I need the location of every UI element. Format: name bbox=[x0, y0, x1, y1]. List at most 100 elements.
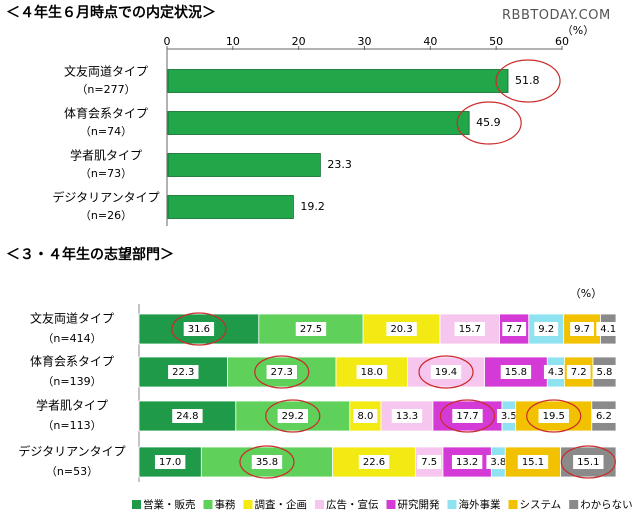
chart2-label-background bbox=[358, 455, 390, 469]
chart2-highlight-circle bbox=[560, 445, 616, 479]
chart1-highlight-circle bbox=[495, 59, 561, 103]
chart2-label-background bbox=[277, 409, 308, 423]
chart2-label-background bbox=[486, 455, 511, 469]
chart2-value-label: 4.3 bbox=[548, 367, 564, 378]
chart2-n-label: （n=414） bbox=[42, 332, 101, 345]
chart2-category-label: 体育会系タイプ bbox=[30, 354, 114, 369]
chart2-value-label: 15.8 bbox=[505, 367, 527, 378]
chart1-tick-label: 50 bbox=[489, 35, 503, 48]
chart2-label-background bbox=[452, 409, 483, 423]
chart2-value-label: 7.2 bbox=[571, 367, 587, 378]
chart2-label-background bbox=[430, 365, 462, 379]
chart2-value-label: 20.3 bbox=[390, 324, 412, 335]
chart1-category-label: デジタリアンタイプ bbox=[52, 190, 159, 205]
chart2-n-label: （n=139） bbox=[42, 375, 101, 388]
chart2-label-background bbox=[251, 455, 283, 469]
legend-item-label: 広告・宣伝 bbox=[326, 498, 379, 511]
chart2-highlight-circle bbox=[439, 399, 496, 433]
chart2-label-background bbox=[591, 409, 616, 423]
chart2-label-background bbox=[154, 455, 186, 469]
chart2-n-label: （n=113） bbox=[42, 419, 101, 432]
chart2-value-label: 7.5 bbox=[421, 457, 437, 468]
chart2-label-background bbox=[543, 365, 568, 379]
chart2-label-background bbox=[172, 409, 203, 423]
chart2-label-background bbox=[183, 322, 215, 336]
chart2-value-label: 15.1 bbox=[577, 457, 599, 468]
chart2-category-label: 学者肌タイプ bbox=[36, 398, 108, 413]
chart2-highlight-circle bbox=[418, 355, 474, 389]
chart2-label-background bbox=[356, 365, 387, 379]
legend-swatch bbox=[243, 500, 253, 509]
chart2-value-label: 13.2 bbox=[456, 457, 478, 468]
chart2-label-background bbox=[538, 409, 569, 423]
legend-swatch bbox=[569, 500, 579, 509]
chart2-value-label: 13.3 bbox=[396, 411, 418, 422]
chart2-label-background bbox=[266, 365, 297, 379]
chart2-category-label: デジタリアンタイプ bbox=[18, 444, 125, 459]
chart1-n-label: （n=26） bbox=[80, 209, 132, 222]
legend-item-label: 調査・企画 bbox=[255, 498, 308, 511]
chart2-label-background bbox=[502, 322, 527, 336]
chart1-category-label: 文友両道タイプ bbox=[64, 64, 148, 79]
chart2-value-label: 6.2 bbox=[596, 411, 612, 422]
chart1-tick-label: 30 bbox=[358, 35, 372, 48]
chart2-value-label: 27.5 bbox=[300, 324, 322, 335]
chart2-highlight-circle bbox=[239, 445, 295, 479]
chart1-tick-label: 20 bbox=[292, 35, 306, 48]
legend-item-label: 海外事業 bbox=[459, 498, 501, 511]
legend-item-label: 営業・販売 bbox=[143, 498, 196, 511]
chart1-value-label: 51.8 bbox=[515, 74, 540, 87]
chart2-title: ＜３・４年生の志望部門＞ bbox=[6, 247, 174, 263]
chart2-value-label: 19.5 bbox=[543, 411, 565, 422]
legend-swatch bbox=[508, 500, 518, 509]
chart2-value-label: 29.2 bbox=[282, 411, 304, 422]
chart2-highlight-circle bbox=[526, 399, 582, 433]
legend-item-label: わからない bbox=[580, 499, 633, 511]
chart2-value-label: 18.0 bbox=[361, 367, 383, 378]
legend-item-label: システム bbox=[520, 499, 562, 511]
chart1-category-label: 学者肌タイプ bbox=[70, 148, 142, 163]
chart1-value-label: 23.3 bbox=[327, 158, 352, 171]
chart2-value-label: 19.4 bbox=[435, 367, 457, 378]
chart1-title: ＜４年生６月時点での内定状況＞ bbox=[6, 5, 216, 21]
chart2-value-label: 17.7 bbox=[456, 411, 478, 422]
chart1-bar bbox=[167, 69, 509, 93]
chart2-value-label: 15.1 bbox=[522, 457, 544, 468]
chart2-value-label: 9.2 bbox=[538, 324, 554, 335]
chart2-label-background bbox=[454, 322, 486, 336]
chart2-label-background bbox=[386, 322, 417, 336]
chart2-value-label: 22.3 bbox=[172, 367, 194, 378]
chart1-unit-label: （%） bbox=[562, 24, 594, 37]
chart1-tick-label: 40 bbox=[423, 35, 437, 48]
legend-item-label: 事務 bbox=[215, 498, 236, 511]
watermark: RBBTODAY.COM bbox=[502, 8, 611, 23]
chart2-value-label: 3.8 bbox=[490, 457, 506, 468]
chart2-value-label: 17.0 bbox=[159, 457, 181, 468]
chart2-label-background bbox=[517, 455, 549, 469]
legend-item-label: 研究開発 bbox=[398, 498, 440, 511]
chart2-value-label: 24.8 bbox=[176, 411, 198, 422]
chart2-label-background bbox=[451, 455, 483, 469]
chart2-label-background bbox=[168, 365, 199, 379]
legend-swatch bbox=[386, 500, 396, 509]
chart2-label-background bbox=[500, 365, 532, 379]
chart2-value-label: 35.8 bbox=[256, 457, 278, 468]
chart2-label-background bbox=[496, 409, 521, 423]
chart2-unit-label: （%） bbox=[570, 287, 602, 300]
chart2-value-label: 15.7 bbox=[459, 324, 481, 335]
chart1-n-label: （n=73） bbox=[80, 167, 132, 180]
chart1-bar bbox=[167, 195, 294, 219]
chart2-value-label: 5.8 bbox=[597, 367, 613, 378]
chart2-value-label: 3.5 bbox=[501, 411, 517, 422]
legend-swatch bbox=[203, 500, 213, 509]
chart2-label-background bbox=[592, 365, 617, 379]
chart2-label-background bbox=[566, 365, 591, 379]
chart2-label-background bbox=[570, 322, 594, 336]
chart2-label-background bbox=[573, 455, 604, 469]
chart1-value-label: 45.9 bbox=[476, 116, 501, 129]
chart2-label-background bbox=[596, 322, 621, 336]
chart1-category-label: 体育会系タイプ bbox=[64, 106, 148, 121]
chart1-tick-label: 0 bbox=[164, 35, 171, 48]
chart2-label-background bbox=[353, 409, 378, 423]
